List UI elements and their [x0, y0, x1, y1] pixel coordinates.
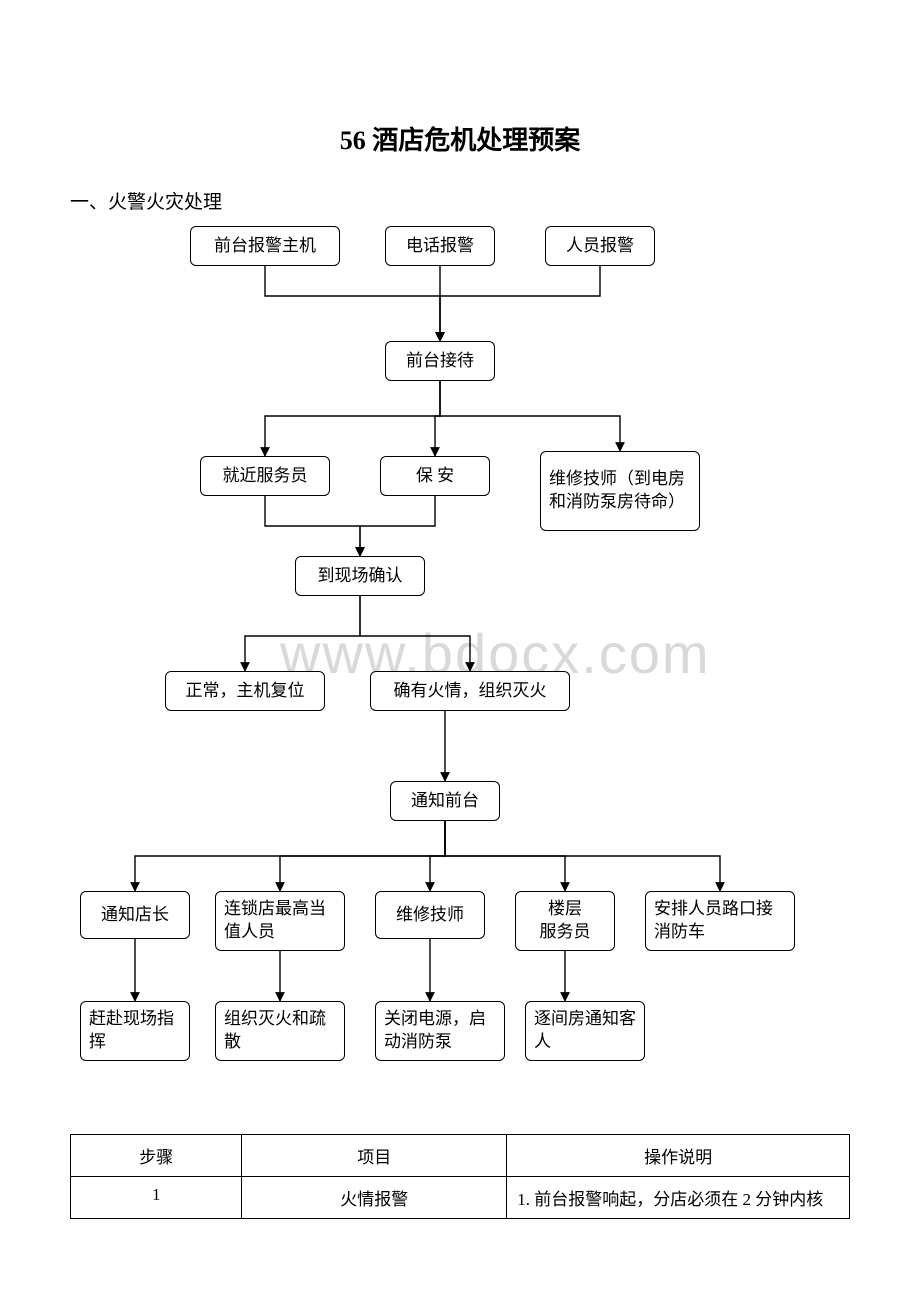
flow-node-n_notify_front: 通知前台: [390, 781, 500, 821]
table-header: 步骤: [71, 1135, 242, 1177]
flow-edge: [265, 266, 440, 341]
flow-edge: [440, 266, 600, 341]
flow-node-n_mgr: 通知店长: [80, 891, 190, 939]
flow-node-n_alarm_host: 前台报警主机: [190, 226, 340, 266]
flow-node-n_org: 组织灭火和疏散: [215, 1001, 345, 1061]
cell-step: 1: [71, 1177, 242, 1219]
flow-node-n_route: 安排人员路口接消防车: [645, 891, 795, 951]
flow-edge: [445, 821, 720, 891]
table-row: 1火情报警1. 前台报警响起，分店必须在 2 分钟内核: [71, 1177, 850, 1219]
flow-node-n_reception: 前台接待: [385, 341, 495, 381]
flow-edge: [245, 596, 360, 671]
cell-item: 火情报警: [242, 1177, 507, 1219]
flow-edge: [265, 496, 360, 556]
flow-node-n_room: 逐间房通知客人: [525, 1001, 645, 1061]
flow-node-n_duty: 连锁店最高当值人员: [215, 891, 345, 951]
flow-node-n_floor: 楼层服务员: [515, 891, 615, 951]
flow-edge: [360, 596, 470, 671]
flow-node-n_nearby_staff: 就近服务员: [200, 456, 330, 496]
flowchart: www.bdocx.com 前台报警主机电话报警人员报警前台接待就近服务员保 安…: [70, 226, 850, 1126]
flow-node-n_goscene: 赶赴现场指挥: [80, 1001, 190, 1061]
flow-node-n_tech2: 维修技师: [375, 891, 485, 939]
flow-edge: [280, 821, 445, 891]
flow-edge: [135, 821, 445, 891]
flow-edge: [435, 381, 440, 456]
flow-edge: [265, 381, 440, 456]
section-heading: 一、火警火灾处理: [70, 187, 850, 214]
flow-node-n_techwait: 维修技师（到电房和消防泵房待命）: [540, 451, 700, 531]
cell-desc: 1. 前台报警响起，分店必须在 2 分钟内核: [507, 1177, 850, 1219]
flow-node-n_power: 关闭电源，启动消防泵: [375, 1001, 505, 1061]
flow-node-n_normal: 正常，主机复位: [165, 671, 325, 711]
table-header: 操作说明: [507, 1135, 850, 1177]
table-header: 项目: [242, 1135, 507, 1177]
flow-edge: [440, 381, 620, 451]
page-title: 56 酒店危机处理预案: [70, 120, 850, 157]
flow-node-n_fire: 确有火情，组织灭火: [370, 671, 570, 711]
flow-edge: [445, 821, 565, 891]
flow-edge: [430, 821, 445, 891]
flow-node-n_security: 保 安: [380, 456, 490, 496]
steps-table: 步骤项目操作说明 1火情报警1. 前台报警响起，分店必须在 2 分钟内核: [70, 1134, 850, 1219]
flow-node-n_person_alarm: 人员报警: [545, 226, 655, 266]
flow-node-n_confirm: 到现场确认: [295, 556, 425, 596]
flow-edge: [360, 496, 435, 556]
flow-node-n_phone_alarm: 电话报警: [385, 226, 495, 266]
